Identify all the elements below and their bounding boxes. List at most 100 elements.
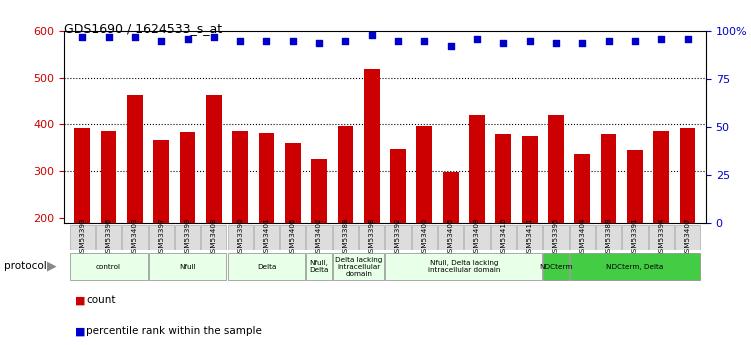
Point [471, 36, 483, 41]
Text: percentile rank within the sample: percentile rank within the sample [86, 326, 262, 336]
Text: GSM53402: GSM53402 [316, 217, 322, 257]
FancyBboxPatch shape [359, 225, 385, 250]
Bar [653, 130, 669, 311]
Text: GSM53406: GSM53406 [290, 217, 296, 257]
FancyBboxPatch shape [517, 225, 542, 250]
Text: GSM53410: GSM53410 [500, 217, 506, 257]
Text: GDS1690 / 1624533_s_at: GDS1690 / 1624533_s_at [64, 22, 222, 36]
FancyBboxPatch shape [96, 225, 121, 250]
Text: GSM53391: GSM53391 [632, 217, 638, 257]
Text: count: count [86, 295, 116, 305]
Bar [179, 132, 195, 311]
Bar [127, 96, 143, 311]
Bar [575, 154, 590, 311]
Point [339, 38, 351, 43]
Text: GSM53389: GSM53389 [605, 217, 611, 257]
FancyBboxPatch shape [306, 253, 332, 280]
Point [155, 38, 167, 43]
Bar [417, 126, 433, 311]
Point [418, 38, 430, 43]
FancyBboxPatch shape [569, 253, 700, 280]
Point [445, 43, 457, 49]
Text: GSM53399: GSM53399 [185, 217, 191, 257]
Bar [443, 172, 459, 311]
FancyBboxPatch shape [149, 253, 227, 280]
FancyBboxPatch shape [333, 253, 385, 280]
FancyBboxPatch shape [333, 225, 358, 250]
Point [129, 34, 141, 40]
Bar [285, 143, 300, 311]
FancyBboxPatch shape [543, 253, 569, 280]
Bar [363, 69, 379, 311]
FancyBboxPatch shape [623, 225, 647, 250]
FancyBboxPatch shape [70, 225, 95, 250]
Point [602, 38, 614, 43]
Point [576, 40, 588, 45]
Bar [469, 115, 485, 311]
Point [208, 34, 220, 40]
FancyBboxPatch shape [438, 225, 463, 250]
Bar [153, 140, 169, 311]
Bar [206, 96, 222, 311]
Text: Delta: Delta [257, 264, 276, 269]
FancyBboxPatch shape [228, 253, 306, 280]
Bar [74, 128, 90, 311]
Text: protocol: protocol [4, 262, 47, 271]
Text: GSM53404: GSM53404 [579, 217, 585, 257]
Text: Delta lacking
intracellular
domain: Delta lacking intracellular domain [335, 257, 382, 276]
Text: GSM53396: GSM53396 [106, 217, 112, 257]
Bar [601, 134, 617, 311]
Text: NDCterm, Delta: NDCterm, Delta [606, 264, 664, 269]
Point [261, 38, 273, 43]
FancyBboxPatch shape [149, 225, 173, 250]
FancyBboxPatch shape [254, 225, 279, 250]
Text: GSM53395: GSM53395 [553, 217, 559, 257]
Text: Nfull,
Delta: Nfull, Delta [309, 260, 329, 273]
Point [550, 40, 562, 45]
Point [313, 40, 325, 45]
Point [523, 38, 535, 43]
FancyBboxPatch shape [201, 225, 227, 250]
Text: GSM53403: GSM53403 [132, 217, 138, 257]
Point [234, 38, 246, 43]
Text: GSM53407: GSM53407 [684, 217, 690, 257]
Text: GSM53408: GSM53408 [211, 217, 217, 257]
Text: GSM53388: GSM53388 [342, 217, 348, 257]
Text: Nfull, Delta lacking
intracellular domain: Nfull, Delta lacking intracellular domai… [427, 260, 500, 273]
Point [366, 32, 378, 38]
Text: GSM53390: GSM53390 [237, 217, 243, 257]
FancyBboxPatch shape [385, 225, 411, 250]
Point [392, 38, 404, 43]
Text: GSM53400: GSM53400 [421, 217, 427, 257]
Bar [680, 128, 695, 311]
Text: ■: ■ [75, 326, 86, 336]
FancyBboxPatch shape [228, 225, 253, 250]
FancyBboxPatch shape [464, 225, 490, 250]
Bar [311, 159, 327, 311]
Point [103, 34, 115, 40]
FancyBboxPatch shape [306, 225, 332, 250]
FancyBboxPatch shape [412, 225, 437, 250]
Text: GSM53405: GSM53405 [448, 217, 454, 257]
Bar [548, 115, 564, 311]
Bar [337, 126, 353, 311]
Bar [391, 149, 406, 311]
Point [182, 36, 194, 41]
FancyBboxPatch shape [175, 225, 201, 250]
FancyBboxPatch shape [280, 225, 306, 250]
FancyBboxPatch shape [122, 225, 147, 250]
FancyBboxPatch shape [385, 253, 542, 280]
Text: GSM53397: GSM53397 [158, 217, 164, 257]
Bar [496, 134, 511, 311]
FancyBboxPatch shape [569, 225, 595, 250]
Text: NDCterm: NDCterm [539, 264, 572, 269]
Text: ■: ■ [75, 295, 86, 305]
Text: GSM53401: GSM53401 [264, 217, 270, 257]
Point [497, 40, 509, 45]
Bar [627, 150, 643, 311]
Text: ▶: ▶ [47, 260, 56, 273]
Point [77, 34, 89, 40]
FancyBboxPatch shape [543, 225, 569, 250]
Bar [522, 136, 538, 311]
Text: GSM53393: GSM53393 [80, 217, 86, 257]
